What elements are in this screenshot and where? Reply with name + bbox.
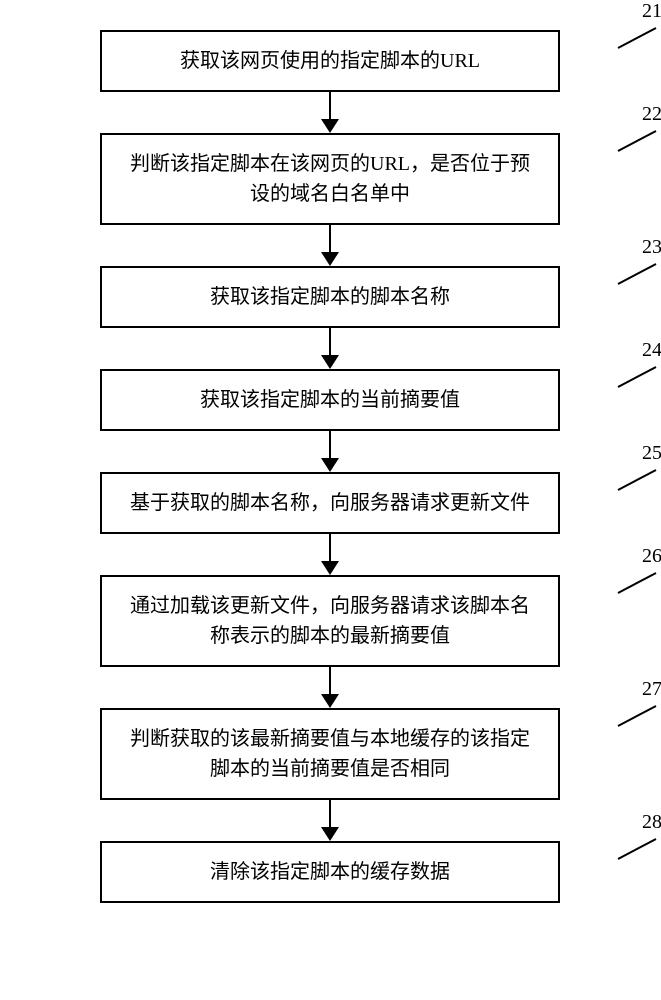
step-label: 26 (642, 545, 661, 568)
connector (329, 92, 331, 120)
leader-line: 22 (618, 129, 660, 151)
step-text: 获取该指定脚本的当前摘要值 (200, 385, 460, 415)
leader-line: 27 (618, 704, 660, 726)
connector (329, 431, 331, 459)
leader-line: 25 (618, 468, 660, 490)
step-text: 判断获取的该最新摘要值与本地缓存的该指定脚本的当前摘要值是否相同 (122, 724, 538, 784)
flowchart-step: 获取该网页使用的指定脚本的URL 21 (50, 30, 610, 133)
step-label: 22 (642, 103, 661, 126)
leader-line: 23 (618, 262, 660, 284)
step-box-24: 获取该指定脚本的当前摘要值 (100, 369, 560, 431)
connector (329, 800, 331, 828)
step-label: 28 (642, 811, 661, 834)
step-text: 基于获取的脚本名称，向服务器请求更新文件 (130, 488, 530, 518)
leader-line: 21 (618, 26, 660, 48)
step-text: 获取该网页使用的指定脚本的URL (180, 46, 480, 76)
leader-line: 28 (618, 837, 660, 859)
arrow-icon (321, 355, 339, 369)
connector (329, 225, 331, 253)
step-text: 通过加载该更新文件，向服务器请求该脚本名称表示的脚本的最新摘要值 (122, 591, 538, 651)
step-text: 获取该指定脚本的脚本名称 (210, 282, 450, 312)
flowchart-step: 清除该指定脚本的缓存数据 28 (50, 841, 610, 903)
arrow-icon (321, 458, 339, 472)
arrow-icon (321, 561, 339, 575)
arrow-icon (321, 119, 339, 133)
arrow-icon (321, 252, 339, 266)
connector (329, 534, 331, 562)
flowchart-step: 获取该指定脚本的当前摘要值 24 (50, 369, 610, 472)
leader-line: 24 (618, 365, 660, 387)
step-label: 23 (642, 236, 661, 259)
step-label: 21 (642, 0, 661, 23)
step-box-25: 基于获取的脚本名称，向服务器请求更新文件 (100, 472, 560, 534)
step-box-21: 获取该网页使用的指定脚本的URL (100, 30, 560, 92)
step-box-26: 通过加载该更新文件，向服务器请求该脚本名称表示的脚本的最新摘要值 (100, 575, 560, 667)
flowchart-step: 判断获取的该最新摘要值与本地缓存的该指定脚本的当前摘要值是否相同 27 (50, 708, 610, 841)
step-box-27: 判断获取的该最新摘要值与本地缓存的该指定脚本的当前摘要值是否相同 (100, 708, 560, 800)
flowchart-step: 获取该指定脚本的脚本名称 23 (50, 266, 610, 369)
connector (329, 667, 331, 695)
flowchart-step: 通过加载该更新文件，向服务器请求该脚本名称表示的脚本的最新摘要值 26 (50, 575, 610, 708)
step-text: 清除该指定脚本的缓存数据 (210, 857, 450, 887)
step-box-22: 判断该指定脚本在该网页的URL，是否位于预设的域名白名单中 (100, 133, 560, 225)
step-label: 25 (642, 442, 661, 465)
step-text: 判断该指定脚本在该网页的URL，是否位于预设的域名白名单中 (122, 149, 538, 209)
connector (329, 328, 331, 356)
step-box-28: 清除该指定脚本的缓存数据 (100, 841, 560, 903)
arrow-icon (321, 694, 339, 708)
leader-line: 26 (618, 571, 660, 593)
step-box-23: 获取该指定脚本的脚本名称 (100, 266, 560, 328)
flowchart-step: 判断该指定脚本在该网页的URL，是否位于预设的域名白名单中 22 (50, 133, 610, 266)
flowchart-container: 获取该网页使用的指定脚本的URL 21 判断该指定脚本在该网页的URL，是否位于… (50, 30, 610, 903)
flowchart-step: 基于获取的脚本名称，向服务器请求更新文件 25 (50, 472, 610, 575)
arrow-icon (321, 827, 339, 841)
step-label: 24 (642, 339, 661, 362)
step-label: 27 (642, 678, 661, 701)
